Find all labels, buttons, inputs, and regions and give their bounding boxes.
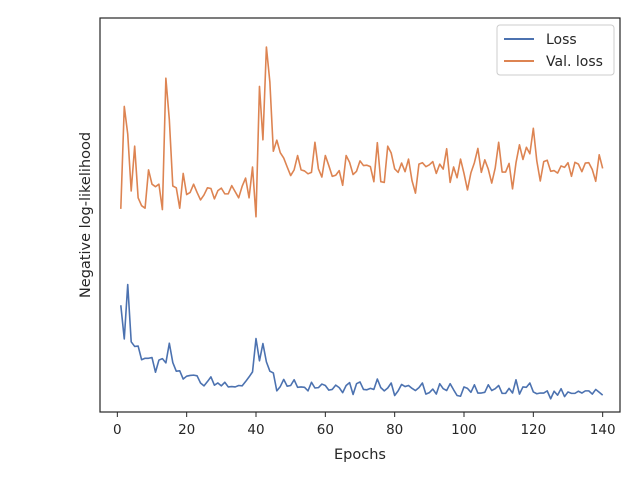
x-tick-label: 20 (178, 422, 195, 438)
x-tick-label: 80 (386, 422, 403, 438)
series-lines (120, 46, 604, 400)
x-tick-label: 100 (451, 422, 477, 438)
x-axis-ticks: 0 20 40 60 80 100 120 140 (113, 412, 616, 438)
val-loss-line (120, 46, 604, 218)
x-tick-label: 60 (317, 422, 334, 438)
x-tick-label: 120 (520, 422, 546, 438)
legend-box (496, 24, 615, 76)
x-axis-label: Epochs (334, 447, 386, 463)
legend-label-loss: Loss (546, 32, 577, 48)
y-axis-label: Negative log-likelihood (78, 132, 94, 298)
x-tick-label: 40 (247, 422, 264, 438)
loss-line (120, 283, 604, 400)
x-tick-label: 0 (113, 422, 122, 438)
x-tick-label: 140 (590, 422, 616, 438)
legend: Loss Val. loss (496, 24, 615, 76)
legend-label-val-loss: Val. loss (546, 54, 603, 70)
plot-frame (99, 17, 621, 413)
